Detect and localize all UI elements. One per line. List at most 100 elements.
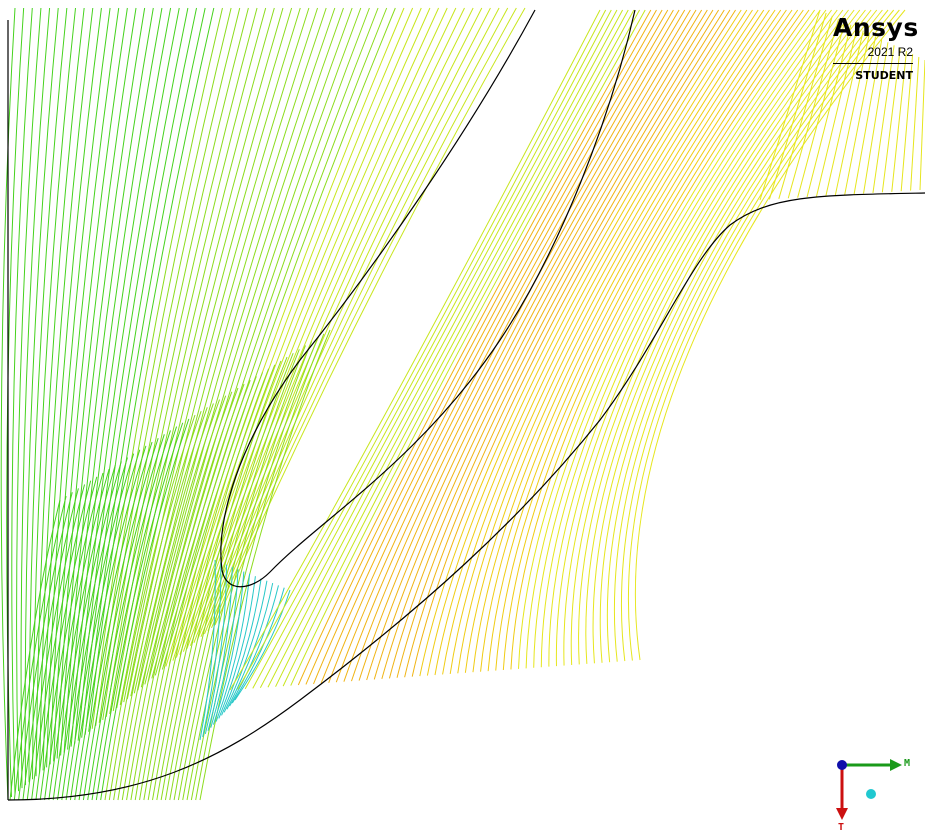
- streamline: [223, 580, 268, 713]
- streamline: [46, 7, 111, 768]
- streamline: [510, 9, 810, 670]
- streamline: [540, 9, 832, 668]
- streamline: [199, 559, 216, 741]
- streamline: [419, 9, 742, 677]
- streamline: [154, 7, 379, 676]
- streamline: [189, 7, 465, 646]
- streamline: [173, 352, 294, 801]
- streamline: [328, 9, 674, 683]
- streamline: [396, 9, 725, 678]
- streamline: [164, 360, 282, 801]
- streamline: [457, 9, 770, 674]
- streamline: [175, 7, 431, 658]
- streamline: [126, 395, 227, 801]
- streamline: [518, 9, 816, 669]
- streamline: [218, 576, 256, 719]
- streamline: [434, 9, 753, 676]
- streamline: [388, 9, 720, 679]
- streamline: [411, 9, 736, 677]
- streamline: [182, 7, 448, 652]
- streamline: [172, 7, 422, 661]
- streamline: [143, 380, 251, 801]
- streamline: [193, 7, 474, 643]
- streamline: [119, 7, 293, 706]
- streamline: [844, 36, 877, 195]
- streamline: [229, 9, 601, 691]
- streamline: [151, 7, 370, 679]
- streamline: [81, 7, 198, 738]
- streamline: [65, 449, 141, 801]
- streamline: [815, 27, 858, 197]
- streamline: [533, 9, 827, 668]
- streamline: [78, 438, 159, 801]
- streamline: [160, 364, 276, 801]
- streamline: [910, 57, 920, 191]
- streamline: [366, 9, 703, 681]
- streamline: [134, 387, 239, 801]
- streamline: [563, 9, 849, 666]
- streamline: [373, 9, 708, 680]
- streamline: [133, 7, 327, 694]
- streamline: [343, 9, 686, 682]
- streamline: [863, 42, 889, 194]
- streamline: [35, 7, 85, 777]
- streamline: [204, 7, 500, 635]
- ansys-logo: Ansys 2021 R2 STUDENT: [833, 14, 918, 83]
- streamline: [57, 457, 128, 801]
- streamline: [313, 9, 663, 685]
- streamline: [787, 18, 840, 199]
- streamline: [18, 492, 73, 801]
- streamline: [548, 9, 838, 667]
- streamline: [426, 9, 748, 676]
- streamline: [891, 51, 907, 192]
- streamline: [320, 9, 669, 684]
- streamline: [116, 7, 284, 709]
- streamline: [872, 45, 895, 194]
- streamline: [472, 9, 782, 673]
- x-axis-label: M: [904, 758, 911, 769]
- streamline: [98, 7, 241, 723]
- streamline: [35, 476, 98, 801]
- streamline: [13, 496, 67, 801]
- streamline: [186, 341, 313, 801]
- streamline: [32, 7, 77, 780]
- streamline: [0, 7, 16, 801]
- upper-blade-outline: [220, 9, 636, 588]
- streamline: [853, 39, 883, 195]
- streamline: [525, 9, 821, 669]
- streamline: [620, 9, 895, 662]
- streamline: [555, 9, 844, 667]
- streamline: [487, 9, 793, 672]
- streamline: [634, 9, 906, 661]
- streamline: [237, 9, 607, 690]
- streamline: [778, 15, 833, 199]
- streamline: [182, 345, 306, 801]
- streamline: [919, 59, 925, 191]
- streamline: [221, 578, 262, 716]
- streamline: [109, 7, 267, 715]
- streamline: [449, 9, 765, 674]
- streamline: [74, 441, 153, 801]
- streamline: [52, 461, 122, 801]
- streamline: [144, 7, 353, 685]
- streamline: [806, 24, 852, 198]
- streamline: [49, 7, 120, 765]
- streamline: [195, 333, 325, 801]
- streamline: [834, 33, 870, 196]
- streamline: [335, 9, 680, 683]
- streamline: [139, 383, 245, 801]
- streamline: [768, 12, 827, 200]
- streamline: [252, 9, 618, 689]
- streamline: [161, 7, 396, 670]
- streamline: [63, 7, 154, 753]
- streamline: [404, 9, 731, 678]
- lower-blade-outline: [7, 192, 925, 801]
- streamline: [26, 484, 86, 801]
- streamline: [156, 368, 270, 801]
- streamline: [74, 7, 180, 744]
- logo-edition: STUDENT: [855, 69, 913, 82]
- streamline: [121, 399, 221, 801]
- streamline: [297, 9, 652, 686]
- streamline: [578, 9, 861, 665]
